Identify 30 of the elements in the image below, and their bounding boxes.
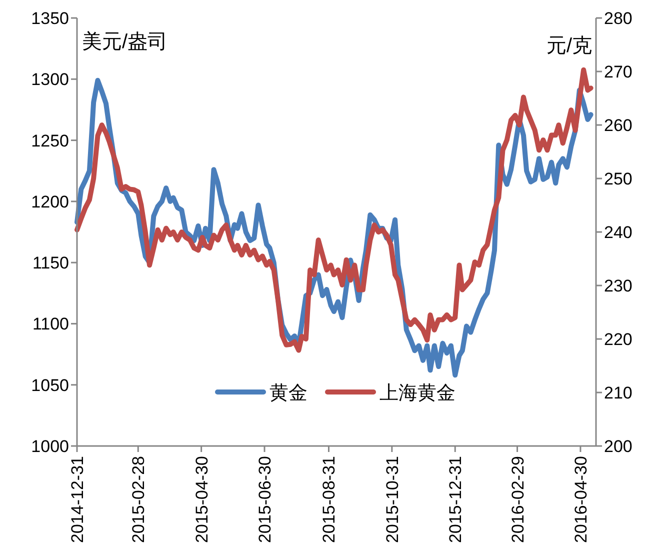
y2-tick-label: 270 (604, 62, 632, 82)
y2-tick-label: 280 (604, 9, 632, 28)
legend-label: 上海黄金 (380, 383, 456, 404)
y2-tick-label: 260 (604, 116, 632, 135)
y2-tick-label: 230 (604, 276, 632, 296)
y2-tick-label: 220 (604, 330, 632, 349)
x-tick-label: 2015-02-28 (129, 456, 148, 543)
y2-axis-title: 元/克 (546, 35, 592, 57)
x-tick-label: 2015-04-30 (192, 456, 212, 543)
y2-tick-label: 200 (604, 437, 632, 456)
x-tick-label: 2014-12-31 (68, 456, 87, 543)
x-tick-label: 2015-12-31 (446, 456, 466, 543)
y-tick-label: 1300 (31, 70, 69, 90)
x-tick-label: 2016-02-29 (508, 456, 528, 543)
x-tick-label: 2015-10-31 (382, 456, 402, 543)
legend-label: 黄金 (270, 383, 308, 404)
x-tick-label: 2015-06-30 (256, 456, 275, 543)
x-tick-label: 2015-08-31 (320, 456, 339, 543)
y2-tick-label: 240 (604, 223, 632, 242)
y2-tick-label: 250 (604, 170, 632, 188)
y-tick-label: 1150 (32, 254, 69, 273)
y-tick-label: 1100 (32, 314, 69, 334)
y-axis-title: 美元/盎司 (82, 30, 168, 53)
y-tick-label: 1250 (31, 131, 69, 150)
y-tick-label: 1050 (31, 376, 69, 395)
x-tick-label: 2016-04-30 (571, 456, 590, 543)
y-tick-label: 1350 (31, 9, 69, 28)
y-tick-label: 1200 (31, 192, 69, 212)
y-tick-label: 1000 (31, 437, 69, 456)
y2-tick-label: 210 (604, 384, 632, 402)
